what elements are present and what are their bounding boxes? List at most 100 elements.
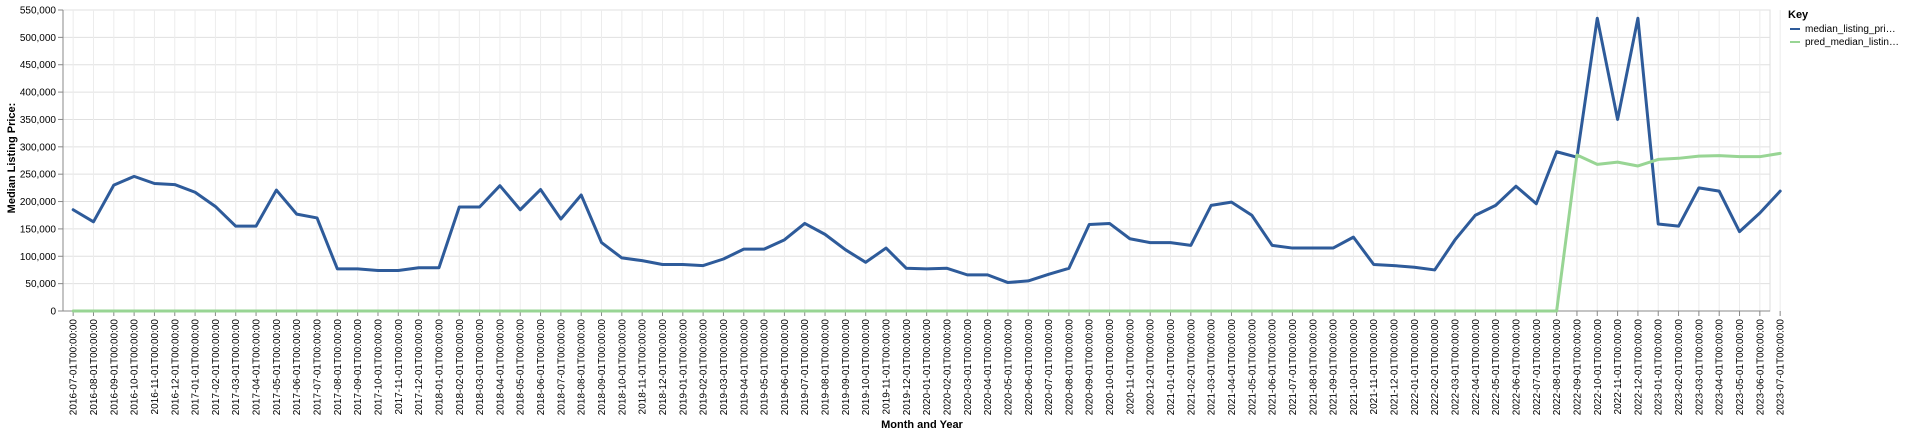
x-tick-label: 2022-11-01T00:00:00 xyxy=(1613,319,1624,415)
y-tick-label: 250,000 xyxy=(20,170,57,181)
plot-frame xyxy=(62,9,1771,312)
x-tick-label: 2021-05-01T00:00:00 xyxy=(1247,319,1258,416)
x-tick-label: 2023-06-01T00:00:00 xyxy=(1755,319,1766,416)
x-tick-label: 2023-01-01T00:00:00 xyxy=(1654,319,1665,416)
y-tick-label: 450,000 xyxy=(20,60,57,71)
x-tick-label: 2021-07-01T00:00:00 xyxy=(1288,319,1299,416)
x-tick-label: 2018-02-01T00:00:00 xyxy=(455,319,466,416)
x-tick-label: 2021-11-01T00:00:00 xyxy=(1369,319,1380,415)
x-tick-label: 2023-03-01T00:00:00 xyxy=(1694,319,1705,416)
x-tick-label: 2016-08-01T00:00:00 xyxy=(89,319,100,416)
x-tick-label: 2016-07-01T00:00:00 xyxy=(69,319,80,416)
x-tick-label: 2016-12-01T00:00:00 xyxy=(170,319,181,416)
gridlines xyxy=(62,9,1781,312)
x-tick-label: 2019-02-01T00:00:00 xyxy=(699,319,710,416)
x-tick-label: 2022-03-01T00:00:00 xyxy=(1451,319,1462,416)
x-tick-label: 2017-11-01T00:00:00 xyxy=(394,319,405,415)
x-tick-label: 2018-10-01T00:00:00 xyxy=(617,319,628,416)
x-tick-label: 2021-06-01T00:00:00 xyxy=(1268,319,1279,416)
x-tick-label: 2017-03-01T00:00:00 xyxy=(231,319,242,416)
x-tick-label: 2018-06-01T00:00:00 xyxy=(536,319,547,416)
x-tick-label: 2022-08-01T00:00:00 xyxy=(1552,319,1563,416)
x-tick-label: 2018-01-01T00:00:00 xyxy=(434,319,445,416)
y-tick-label: 400,000 xyxy=(20,88,57,99)
x-axis-title: Month and Year xyxy=(881,419,963,431)
x-tick-label: 2020-02-01T00:00:00 xyxy=(942,319,953,416)
x-tick-label: 2019-04-01T00:00:00 xyxy=(739,319,750,416)
x-tick-label: 2019-11-01T00:00:00 xyxy=(882,319,893,415)
x-tick-label: 2022-02-01T00:00:00 xyxy=(1430,319,1441,416)
x-tick-label: 2019-10-01T00:00:00 xyxy=(861,319,872,416)
series-layer xyxy=(71,16,1782,313)
x-tick-label: 2021-01-01T00:00:00 xyxy=(1166,319,1177,416)
y-tick-label: 300,000 xyxy=(20,142,57,153)
x-tick-label: 2023-04-01T00:00:00 xyxy=(1715,319,1726,416)
x-tick-label: 2021-03-01T00:00:00 xyxy=(1207,319,1218,416)
x-tick-label: 2020-08-01T00:00:00 xyxy=(1064,319,1075,416)
x-tick-label: 2023-07-01T00:00:00 xyxy=(1776,319,1787,416)
x-tick-label: 2022-12-01T00:00:00 xyxy=(1633,319,1644,416)
x-tick-label: 2020-10-01T00:00:00 xyxy=(1105,319,1116,416)
x-tick-label: 2019-05-01T00:00:00 xyxy=(760,319,771,416)
y-tick-label: 500,000 xyxy=(20,33,57,44)
series-line-pred-median-listing-price xyxy=(71,151,1782,313)
x-tick-label: 2021-02-01T00:00:00 xyxy=(1186,319,1197,416)
x-tick-label: 2022-10-01T00:00:00 xyxy=(1593,319,1604,416)
x-tick-label: 2021-10-01T00:00:00 xyxy=(1349,319,1360,416)
x-tick-label: 2018-12-01T00:00:00 xyxy=(658,319,669,416)
x-tick-label: 2018-09-01T00:00:00 xyxy=(597,319,608,416)
x-tick-label: 2017-06-01T00:00:00 xyxy=(292,319,303,416)
legend-title: Key xyxy=(1788,9,1809,21)
x-tick-label: 2017-12-01T00:00:00 xyxy=(414,319,425,416)
x-axis: 2016-07-01T00:00:00 2016-08-01T00:00:00 20… xyxy=(63,310,1787,416)
y-axis: 0 50,000 100,000 150,000 200,000 250,000 300,0… xyxy=(20,6,64,318)
x-tick-label: 2020-03-01T00:00:00 xyxy=(963,319,974,416)
x-tick-label: 2019-08-01T00:00:00 xyxy=(821,319,832,416)
x-tick-label: 2018-05-01T00:00:00 xyxy=(516,319,527,416)
x-tick-label: 2017-10-01T00:00:00 xyxy=(373,319,384,416)
x-tick-label: 2019-09-01T00:00:00 xyxy=(841,319,852,416)
legend: Key median_listing_pri… pred_median_listi… xyxy=(1788,9,1899,48)
x-tick-label: 2017-09-01T00:00:00 xyxy=(353,319,364,416)
x-tick-label: 2018-07-01T00:00:00 xyxy=(556,319,567,416)
x-tick-label: 2018-03-01T00:00:00 xyxy=(475,319,486,416)
y-tick-label: 100,000 xyxy=(20,252,57,263)
series-line-median-listing-price xyxy=(71,16,1782,285)
x-tick-label: 2023-05-01T00:00:00 xyxy=(1735,319,1746,416)
x-tick-label: 2019-06-01T00:00:00 xyxy=(780,319,791,416)
x-tick-label: 2020-12-01T00:00:00 xyxy=(1146,319,1157,416)
x-tick-label: 2017-02-01T00:00:00 xyxy=(211,319,222,416)
y-tick-label: 0 xyxy=(50,307,56,318)
x-tick-label: 2022-06-01T00:00:00 xyxy=(1511,319,1522,416)
x-tick-label: 2019-03-01T00:00:00 xyxy=(719,319,730,416)
x-tick-label: 2019-01-01T00:00:00 xyxy=(678,319,689,416)
x-tick-label: 2017-01-01T00:00:00 xyxy=(191,319,202,416)
x-tick-label: 2020-06-01T00:00:00 xyxy=(1024,319,1035,416)
x-tick-label: 2021-09-01T00:00:00 xyxy=(1329,319,1340,416)
x-tick-label: 2022-09-01T00:00:00 xyxy=(1572,319,1583,416)
x-tick-label: 2020-11-01T00:00:00 xyxy=(1125,319,1136,415)
x-tick-label: 2020-05-01T00:00:00 xyxy=(1003,319,1014,416)
x-tick-label: 2017-07-01T00:00:00 xyxy=(313,319,324,416)
x-tick-label: 2020-07-01T00:00:00 xyxy=(1044,319,1055,416)
legend-label: pred_median_listin… xyxy=(1805,37,1899,48)
x-tick-label: 2019-12-01T00:00:00 xyxy=(902,319,913,416)
x-tick-label: 2017-04-01T00:00:00 xyxy=(252,319,263,416)
y-axis-title: Median Listing Price: xyxy=(6,103,18,214)
x-tick-label: 2021-04-01T00:00:00 xyxy=(1227,319,1238,416)
legend-label: median_listing_pri… xyxy=(1805,24,1896,35)
x-tick-label: 2017-08-01T00:00:00 xyxy=(333,319,344,416)
x-tick-label: 2018-08-01T00:00:00 xyxy=(577,319,588,416)
y-tick-label: 200,000 xyxy=(20,197,57,208)
x-tick-label: 2016-09-01T00:00:00 xyxy=(109,319,120,416)
x-tick-label: 2022-05-01T00:00:00 xyxy=(1491,319,1502,416)
x-tick-label: 2023-02-01T00:00:00 xyxy=(1674,319,1685,416)
x-tick-label: 2018-04-01T00:00:00 xyxy=(495,319,506,416)
x-tick-label: 2021-08-01T00:00:00 xyxy=(1308,319,1319,416)
y-tick-label: 550,000 xyxy=(20,6,57,17)
x-tick-label: 2017-05-01T00:00:00 xyxy=(272,319,283,416)
x-tick-label: 2022-07-01T00:00:00 xyxy=(1532,319,1543,416)
x-tick-label: 2019-07-01T00:00:00 xyxy=(800,319,811,416)
y-tick-label: 150,000 xyxy=(20,224,57,235)
